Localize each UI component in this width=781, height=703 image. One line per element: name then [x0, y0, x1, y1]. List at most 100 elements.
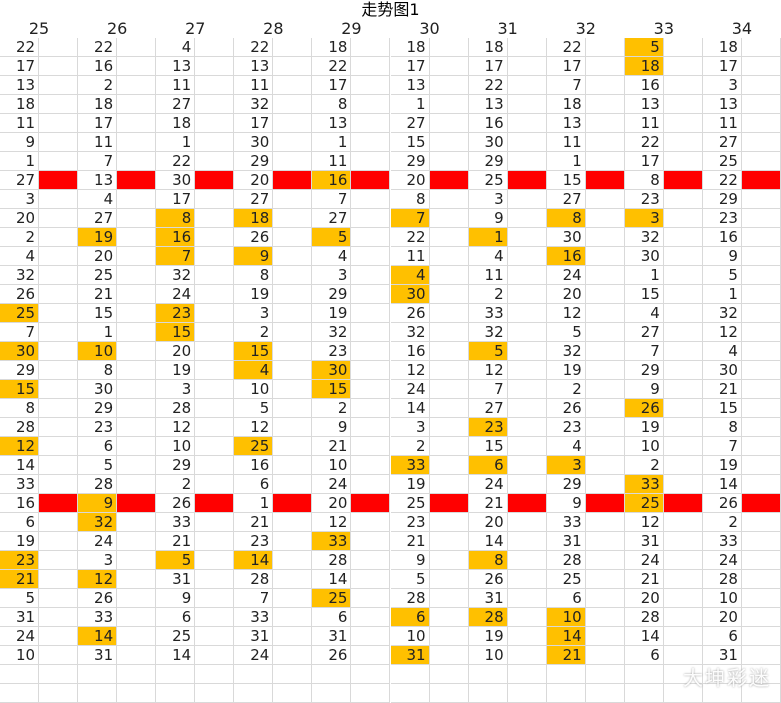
cell — [507, 627, 547, 646]
cell — [585, 57, 625, 76]
column-header: 30 — [419, 19, 440, 38]
number-cell: 4 — [78, 190, 118, 209]
cell — [117, 114, 157, 133]
number-cell: 22 — [624, 133, 664, 152]
cell — [507, 589, 547, 608]
number-cell: 9 — [624, 380, 664, 399]
cell — [351, 114, 391, 133]
cell — [117, 95, 157, 114]
cell — [507, 361, 547, 380]
cell — [351, 475, 391, 494]
number-cell: 12 — [624, 513, 664, 532]
cell — [585, 589, 625, 608]
number-cell: 7 — [390, 209, 430, 228]
marker-cell — [273, 494, 313, 513]
number-cell: 15 — [624, 285, 664, 304]
number-cell: 6 — [546, 589, 586, 608]
cell — [195, 247, 235, 266]
number-cell: 28 — [468, 608, 508, 627]
number-cell: 10 — [234, 380, 274, 399]
cell — [507, 228, 547, 247]
cell — [663, 551, 703, 570]
cell — [429, 38, 469, 57]
cell — [351, 266, 391, 285]
cell — [546, 665, 586, 684]
number-cell: 2 — [78, 76, 118, 95]
cell — [429, 551, 469, 570]
number-cell: 1 — [156, 133, 196, 152]
cell — [663, 285, 703, 304]
cell — [273, 38, 313, 57]
number-cell: 17 — [78, 114, 118, 133]
number-cell: 19 — [234, 285, 274, 304]
cell — [585, 190, 625, 209]
number-cell: 23 — [624, 190, 664, 209]
cell — [585, 646, 625, 665]
number-cell: 5 — [702, 266, 742, 285]
number-cell: 14 — [234, 551, 274, 570]
cell — [429, 266, 469, 285]
cell — [585, 513, 625, 532]
number-cell: 33 — [468, 304, 508, 323]
cell — [351, 57, 391, 76]
number-cell: 28 — [624, 608, 664, 627]
cell — [429, 532, 469, 551]
cell — [585, 152, 625, 171]
cell — [195, 437, 235, 456]
cell — [429, 342, 469, 361]
cell — [507, 247, 547, 266]
number-cell: 11 — [546, 133, 586, 152]
number-cell: 26 — [546, 399, 586, 418]
cell — [507, 380, 547, 399]
number-cell: 9 — [78, 494, 118, 513]
cell — [39, 646, 79, 665]
cell — [273, 190, 313, 209]
number-cell: 4 — [156, 38, 196, 57]
number-cell: 10 — [0, 646, 40, 665]
cell — [117, 456, 157, 475]
number-cell: 9 — [468, 209, 508, 228]
cell — [507, 133, 547, 152]
number-cell: 11 — [78, 133, 118, 152]
cell — [507, 570, 547, 589]
cell — [741, 133, 781, 152]
cell — [429, 247, 469, 266]
cell — [429, 684, 469, 703]
cell — [195, 380, 235, 399]
cell — [741, 304, 781, 323]
number-cell: 31 — [156, 570, 196, 589]
cell — [234, 684, 274, 703]
cell — [507, 209, 547, 228]
number-cell: 29 — [0, 361, 40, 380]
number-cell: 29 — [624, 361, 664, 380]
number-cell: 23 — [0, 551, 40, 570]
number-cell: 6 — [624, 646, 664, 665]
cell — [273, 323, 313, 342]
cell — [663, 418, 703, 437]
number-cell: 1 — [312, 133, 352, 152]
number-cell: 21 — [312, 437, 352, 456]
cell — [585, 114, 625, 133]
number-cell: 6 — [156, 608, 196, 627]
number-cell: 3 — [702, 76, 742, 95]
marker-cell — [429, 494, 469, 513]
cell — [351, 285, 391, 304]
number-cell: 32 — [0, 266, 40, 285]
column-header: 26 — [106, 19, 128, 38]
cell — [39, 589, 79, 608]
cell — [195, 475, 235, 494]
cell — [663, 532, 703, 551]
cell — [273, 209, 313, 228]
cell — [429, 133, 469, 152]
cell — [273, 665, 313, 684]
column-header: 33 — [653, 19, 675, 38]
cell — [585, 133, 625, 152]
number-cell: 9 — [0, 133, 40, 152]
cell — [39, 266, 79, 285]
number-cell: 18 — [156, 114, 196, 133]
cell — [741, 361, 781, 380]
cell — [273, 57, 313, 76]
number-cell: 7 — [234, 589, 274, 608]
cell — [741, 152, 781, 171]
